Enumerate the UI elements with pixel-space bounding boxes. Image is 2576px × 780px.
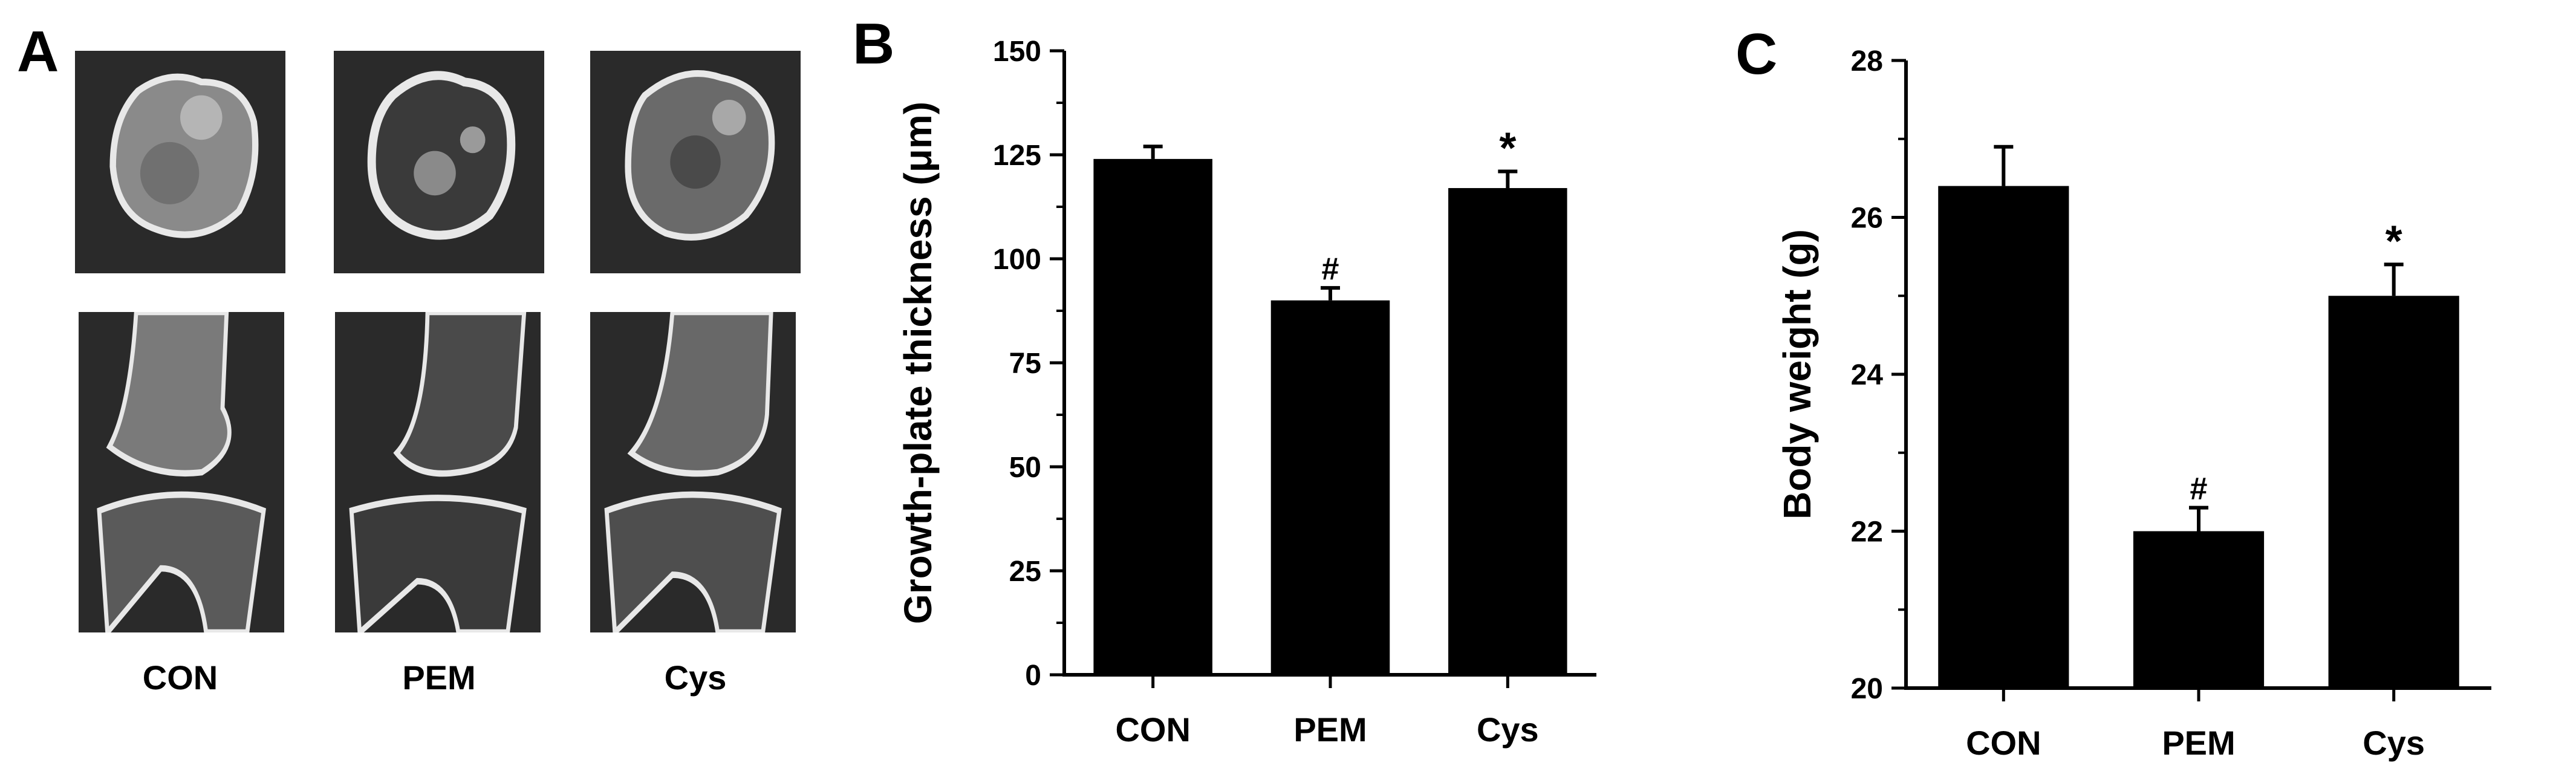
bar-con [1938, 186, 2069, 689]
y-tick-label: 24 [1851, 359, 1884, 391]
y-tick-label: 50 [1009, 452, 1041, 484]
micro-ct-axial-pem [334, 51, 544, 273]
y-tick-label: 26 [1851, 203, 1883, 235]
y-axis-label: Body weight (g) [1775, 229, 1819, 519]
y-tick-label: 0 [1025, 660, 1041, 692]
micro-ct-axial-con [75, 51, 285, 273]
bar-pem [2133, 531, 2265, 688]
significance-mark-pem: # [1322, 252, 1339, 287]
chart-c: CON # PEM * Cys 20 22 24 26 28 Body weight (g) [1775, 45, 2491, 762]
y-tick-label: 25 [1009, 556, 1041, 588]
bar-pem [1270, 300, 1390, 675]
bar-con [1093, 158, 1212, 675]
micro-ct-sagittal-pem [335, 312, 541, 632]
y-axis-label: Growth-plate thickness (μm) [896, 102, 940, 624]
x-tick-label-pem: PEM [1293, 710, 1367, 749]
significance-mark-cys: * [2386, 217, 2402, 265]
y-tick-label: 20 [1851, 673, 1883, 705]
group-label-pem: PEM [402, 658, 476, 697]
panel-a-letter: A [17, 19, 59, 84]
x-tick-label-con: CON [1966, 724, 2041, 762]
chart-b: CON # PEM * Cys 0 25 50 75 100 125 150 Growth-plate … [896, 36, 1596, 749]
y-tick-label: 125 [993, 140, 1041, 172]
panel-c-letter: C [1735, 22, 1777, 86]
x-tick-label-pem: PEM [2162, 724, 2235, 762]
significance-mark-pem: # [2190, 472, 2208, 507]
x-tick-label-cys: Cys [2363, 724, 2425, 762]
bar-cys [1448, 188, 1567, 675]
micro-ct-sagittal-con [79, 312, 284, 632]
group-label-cys: Cys [664, 658, 727, 697]
y-tick-label: 28 [1851, 45, 1883, 77]
micro-ct-sagittal-cys [590, 312, 796, 632]
x-tick-label-con: CON [1115, 710, 1190, 749]
significance-mark-cys: * [1499, 125, 1516, 173]
x-tick-label-cys: Cys [1477, 710, 1539, 749]
y-tick-label: 100 [993, 244, 1041, 276]
micro-ct-axial-cys [590, 51, 801, 273]
group-label-con: CON [142, 658, 218, 697]
y-tick-label: 150 [993, 36, 1041, 68]
y-tick-label: 22 [1851, 516, 1883, 548]
y-tick-label: 75 [1009, 348, 1041, 380]
panel-b-letter: B [853, 11, 894, 76]
bar-cys [2328, 296, 2459, 688]
